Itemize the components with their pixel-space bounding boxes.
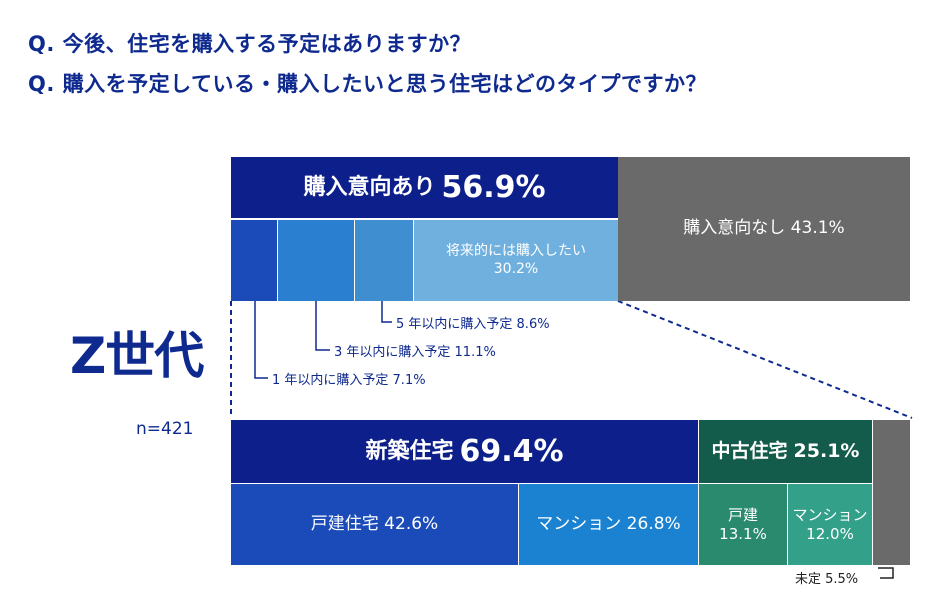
intent-yes-label: 購入意向あり — [303, 174, 436, 200]
used-mansion-value: 12.0% — [806, 524, 854, 543]
new-mansion-label: マンション 26.8% — [536, 513, 681, 534]
bar-future: 将来的には購入したい 30.2% — [414, 220, 618, 301]
used-house-label: 戸建 — [727, 505, 758, 524]
callout-line-undecided — [878, 567, 894, 579]
used-housing-value: 25.1% — [793, 439, 860, 462]
future-value: 30.2% — [493, 260, 539, 277]
intent-no-label: 購入意向なし 43.1% — [683, 218, 845, 239]
used-mansion-label: マンション — [792, 505, 868, 524]
new-house-label: 戸建住宅 42.6% — [310, 513, 439, 534]
bar-new-house: 戸建住宅 42.6% — [231, 484, 518, 565]
undecided-callout: 未定 5.5% — [795, 572, 859, 587]
bar-new-mansion: マンション 26.8% — [519, 484, 698, 565]
callout-line-1yr — [254, 301, 268, 379]
bar-intent-yes: 購入意向あり 56.9% — [231, 157, 618, 218]
bar-undecided — [873, 420, 910, 565]
bar-used-housing: 中古住宅 25.1% — [699, 420, 872, 483]
new-housing-label: 新築住宅 — [365, 438, 454, 464]
callout-line-5yr — [381, 301, 392, 323]
question-1: Q. 今後、住宅を購入する予定はありますか？ — [28, 32, 472, 56]
bar-new-housing: 新築住宅 69.4% — [231, 420, 698, 483]
used-housing-label: 中古住宅 — [711, 439, 788, 462]
question-2: Q. 購入を予定している・購入したいと思う住宅はどのタイプですか？ — [28, 72, 708, 96]
generation-label: Z世代 — [70, 327, 204, 385]
intent-yes-value: 56.9% — [441, 169, 546, 205]
callout-5yr: 5 年以内に購入予定 8.6% — [396, 317, 550, 332]
bar-intent-no: 購入意向なし 43.1% — [618, 157, 910, 301]
future-label: 将来的には購入したい — [446, 243, 586, 259]
new-housing-value: 69.4% — [459, 433, 564, 469]
bar-used-mansion: マンション 12.0% — [788, 484, 872, 565]
sample-size: n=421 — [136, 419, 194, 439]
callout-3yr: 3 年以内に購入予定 11.1% — [334, 345, 496, 360]
callout-line-3yr — [315, 301, 330, 351]
bar-within-3yr — [278, 220, 354, 301]
callout-1yr: 1 年以内に購入予定 7.1% — [272, 373, 426, 388]
used-house-value: 13.1% — [719, 524, 767, 543]
bar-within-5yr — [355, 220, 413, 301]
dashed-connector-right — [617, 300, 913, 419]
bar-within-1yr — [231, 220, 277, 301]
bar-used-house: 戸建 13.1% — [699, 484, 787, 565]
